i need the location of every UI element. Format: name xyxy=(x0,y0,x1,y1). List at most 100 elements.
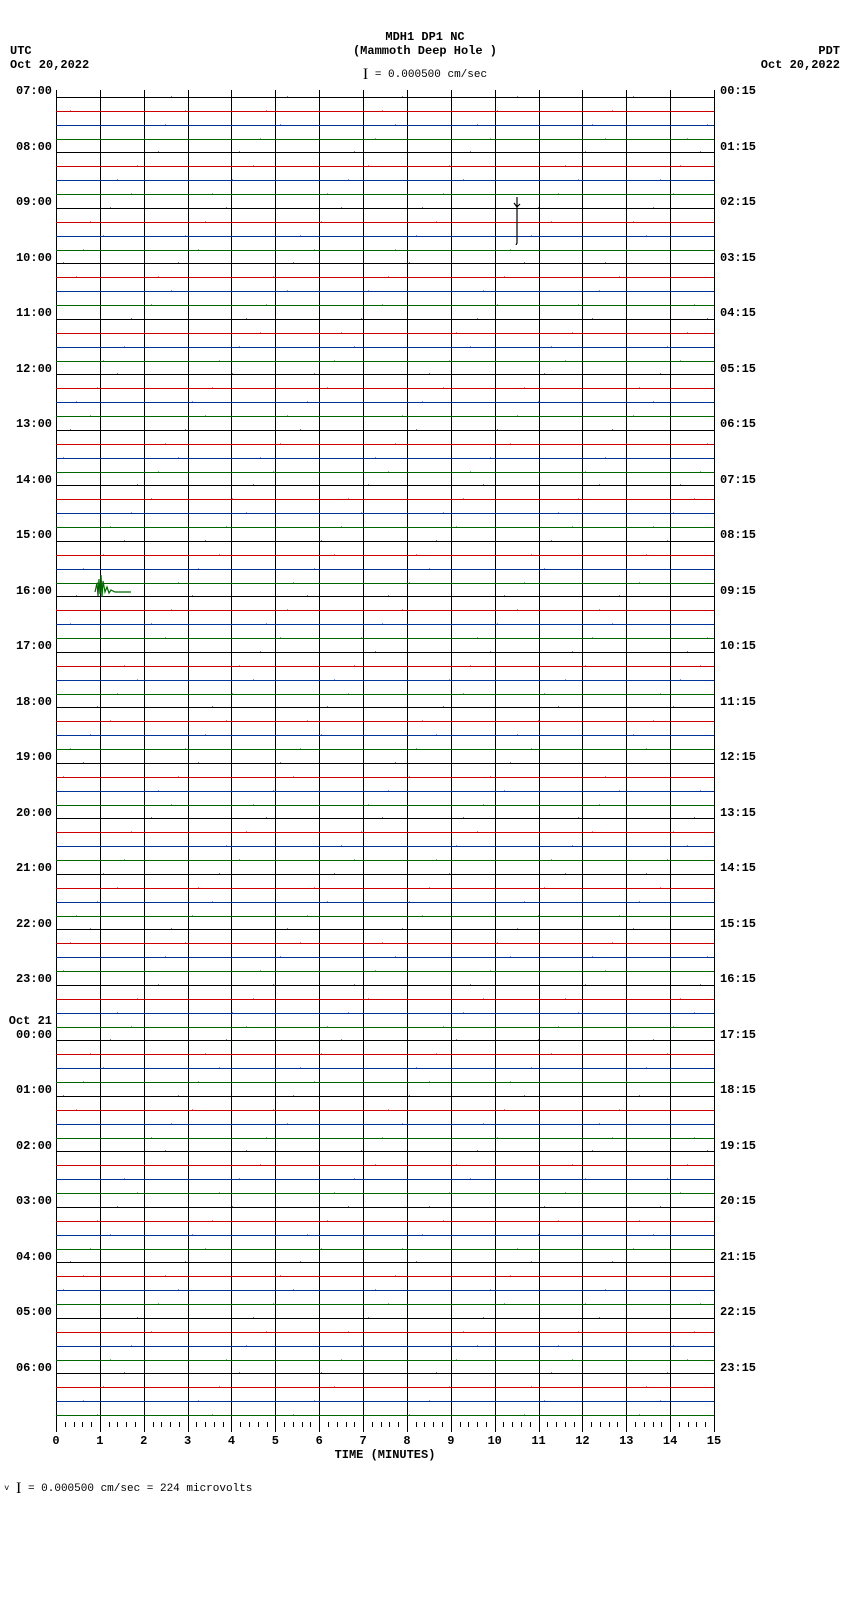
trace-noise-dot xyxy=(497,429,498,431)
trace-noise-dot xyxy=(707,956,708,958)
footer-bar-glyph: I xyxy=(16,1480,21,1497)
trace-noise-dot xyxy=(687,1164,688,1166)
trace-noise-dot xyxy=(626,249,627,251)
trace-noise-dot xyxy=(653,720,654,722)
utc-hour-label: Oct 21 xyxy=(4,1014,52,1028)
header: MDH1 DP1 NC (Mammoth Deep Hole ) xyxy=(0,30,850,58)
xtick-major xyxy=(582,1422,583,1432)
trace-noise-dot xyxy=(510,762,511,764)
xtick-minor xyxy=(574,1422,575,1427)
trace-noise-dot xyxy=(653,1039,654,1041)
trace-noise-dot xyxy=(368,998,369,1000)
trace-noise-dot xyxy=(551,859,552,861)
trace-noise-dot xyxy=(443,387,444,389)
trace-noise-dot xyxy=(327,901,328,903)
trace-noise-dot xyxy=(544,1400,545,1402)
trace-noise-dot xyxy=(348,1331,349,1333)
trace-line xyxy=(56,1179,714,1180)
trace-noise-dot xyxy=(558,193,559,195)
trace-noise-dot xyxy=(307,401,308,403)
trace-noise-dot xyxy=(483,484,484,486)
trace-noise-dot xyxy=(293,1414,294,1416)
trace-noise-dot xyxy=(266,623,267,625)
trace-noise-dot xyxy=(171,1123,172,1125)
trace-noise-dot xyxy=(524,901,525,903)
trace-noise-dot xyxy=(293,262,294,264)
xtick-minor xyxy=(424,1422,425,1427)
trace-noise-dot xyxy=(280,762,281,764)
trace-noise-dot xyxy=(599,484,600,486)
trace-noise-dot xyxy=(517,415,518,417)
trace-noise-dot xyxy=(307,915,308,917)
trace-noise-dot xyxy=(56,804,57,806)
trace-row xyxy=(56,798,714,812)
xtick-minor xyxy=(705,1422,706,1427)
trace-noise-dot xyxy=(538,915,539,917)
seismogram-container: MDH1 DP1 NC (Mammoth Deep Hole ) I = 0.0… xyxy=(0,0,850,1613)
trace-noise-dot xyxy=(510,956,511,958)
xtick-minor xyxy=(372,1422,373,1427)
trace-noise-dot xyxy=(572,1164,573,1166)
trace-row xyxy=(56,506,714,520)
trace-noise-dot xyxy=(226,720,227,722)
local-hour-label: 11:15 xyxy=(720,695,756,709)
trace-row xyxy=(56,423,714,437)
trace-noise-dot xyxy=(70,1261,71,1263)
trace-noise-dot xyxy=(348,498,349,500)
trace-noise-dot xyxy=(382,110,383,112)
trace-row xyxy=(56,1158,714,1172)
trace-noise-dot xyxy=(470,151,471,153)
trace-row xyxy=(56,215,714,229)
trace-row xyxy=(56,368,714,382)
trace-noise-dot xyxy=(416,748,417,750)
trace-noise-dot xyxy=(219,1067,220,1069)
trace-noise-dot xyxy=(510,443,511,445)
trace-noise-dot xyxy=(707,443,708,445)
trace-row xyxy=(56,590,714,604)
trace-line xyxy=(56,1276,714,1277)
trace-row xyxy=(56,1020,714,1034)
trace-noise-dot xyxy=(402,96,403,98)
trace-line xyxy=(56,749,714,750)
trace-noise-dot xyxy=(558,706,559,708)
trace-noise-dot xyxy=(687,138,688,140)
trace-noise-dot xyxy=(56,609,57,611)
xtick-major xyxy=(231,1422,232,1432)
trace-line xyxy=(56,735,714,736)
utc-hour-label: 12:00 xyxy=(4,362,52,376)
trace-noise-dot xyxy=(287,1123,288,1125)
trace-noise-dot xyxy=(707,637,708,639)
trace-noise-dot xyxy=(103,360,104,362)
trace-noise-dot xyxy=(633,928,634,930)
trace-noise-dot xyxy=(633,734,634,736)
trace-noise-dot xyxy=(63,776,64,778)
xtick-label: 1 xyxy=(96,1434,103,1448)
trace-noise-dot xyxy=(700,790,701,792)
trace-line xyxy=(56,250,714,251)
xtick-minor xyxy=(179,1422,180,1427)
xtick-minor xyxy=(486,1422,487,1427)
trace-noise-dot xyxy=(56,1123,57,1125)
xtick-minor xyxy=(161,1422,162,1427)
trace-noise-dot xyxy=(124,1372,125,1374)
trace-noise-dot xyxy=(653,1234,654,1236)
trace-row xyxy=(56,1228,714,1242)
trace-noise-dot xyxy=(354,665,355,667)
trace-row xyxy=(56,1214,714,1228)
trace-noise-dot xyxy=(585,471,586,473)
trace-line xyxy=(56,1068,714,1069)
xtick-label: 2 xyxy=(140,1434,147,1448)
xtick-minor xyxy=(556,1422,557,1427)
trace-noise-dot xyxy=(443,193,444,195)
trace-noise-dot xyxy=(551,221,552,223)
trace-noise-dot xyxy=(76,915,77,917)
trace-row xyxy=(56,1061,714,1075)
trace-noise-dot xyxy=(158,471,159,473)
trace-noise-dot xyxy=(83,1275,84,1277)
trace-noise-dot xyxy=(185,942,186,944)
xtick-minor xyxy=(240,1422,241,1427)
trace-noise-dot xyxy=(470,665,471,667)
trace-noise-dot xyxy=(660,693,661,695)
trace-noise-dot xyxy=(90,928,91,930)
station-code: MDH1 DP1 NC xyxy=(0,30,850,44)
